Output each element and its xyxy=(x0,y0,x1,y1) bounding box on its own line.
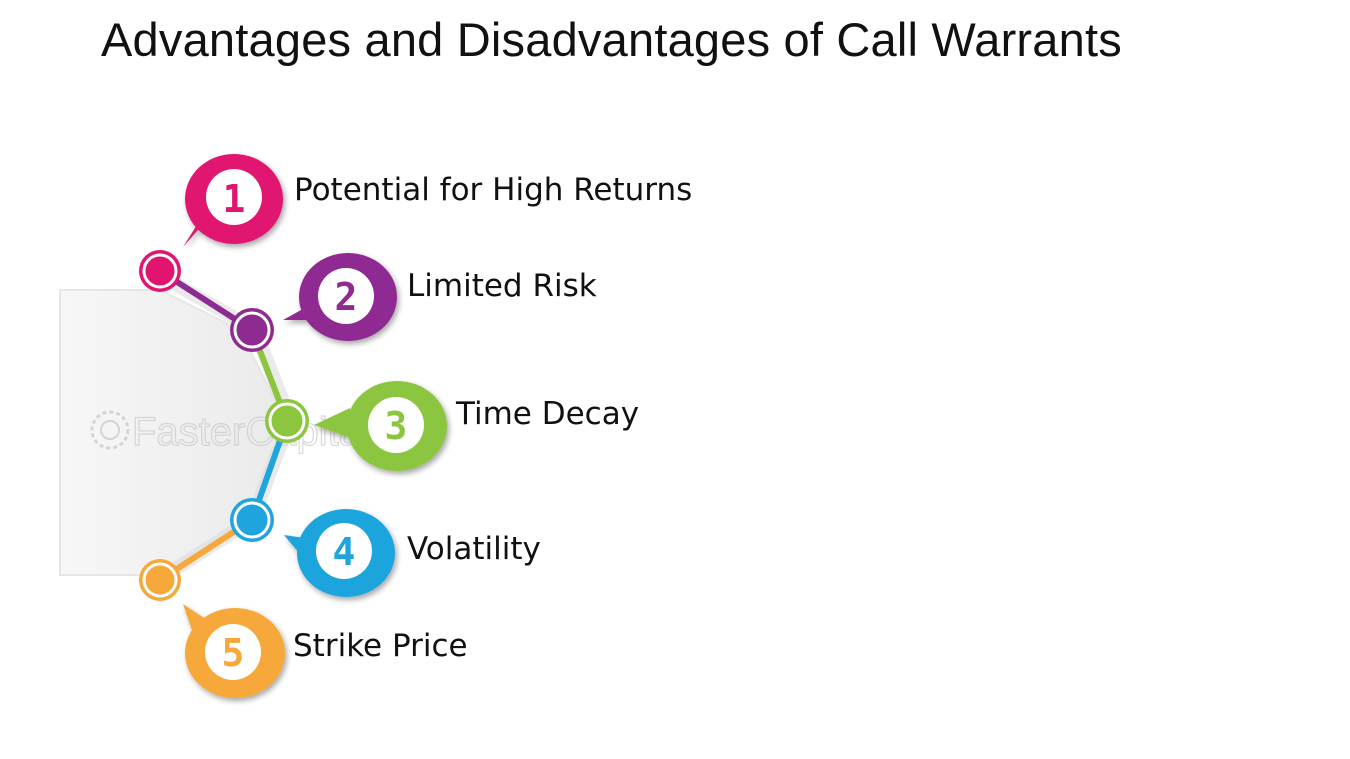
step-label-3: Time Decay xyxy=(456,396,639,432)
step-number-3: 3 xyxy=(385,404,408,448)
node-5 xyxy=(139,559,181,601)
node-3 xyxy=(265,399,309,443)
step-number-5: 5 xyxy=(222,631,245,675)
step-number-2: 2 xyxy=(335,275,358,319)
step-label-4: Volatility xyxy=(407,531,541,567)
node-4 xyxy=(230,498,274,542)
step-label-5: Strike Price xyxy=(293,628,468,664)
step-number-4: 4 xyxy=(333,530,356,574)
callout-bubble-3 xyxy=(314,381,447,471)
step-label-1: Potential for High Returns xyxy=(294,172,692,208)
node-2 xyxy=(230,308,274,352)
node-1 xyxy=(139,250,181,292)
step-number-1: 1 xyxy=(223,177,246,221)
step-label-2: Limited Risk xyxy=(407,268,597,304)
